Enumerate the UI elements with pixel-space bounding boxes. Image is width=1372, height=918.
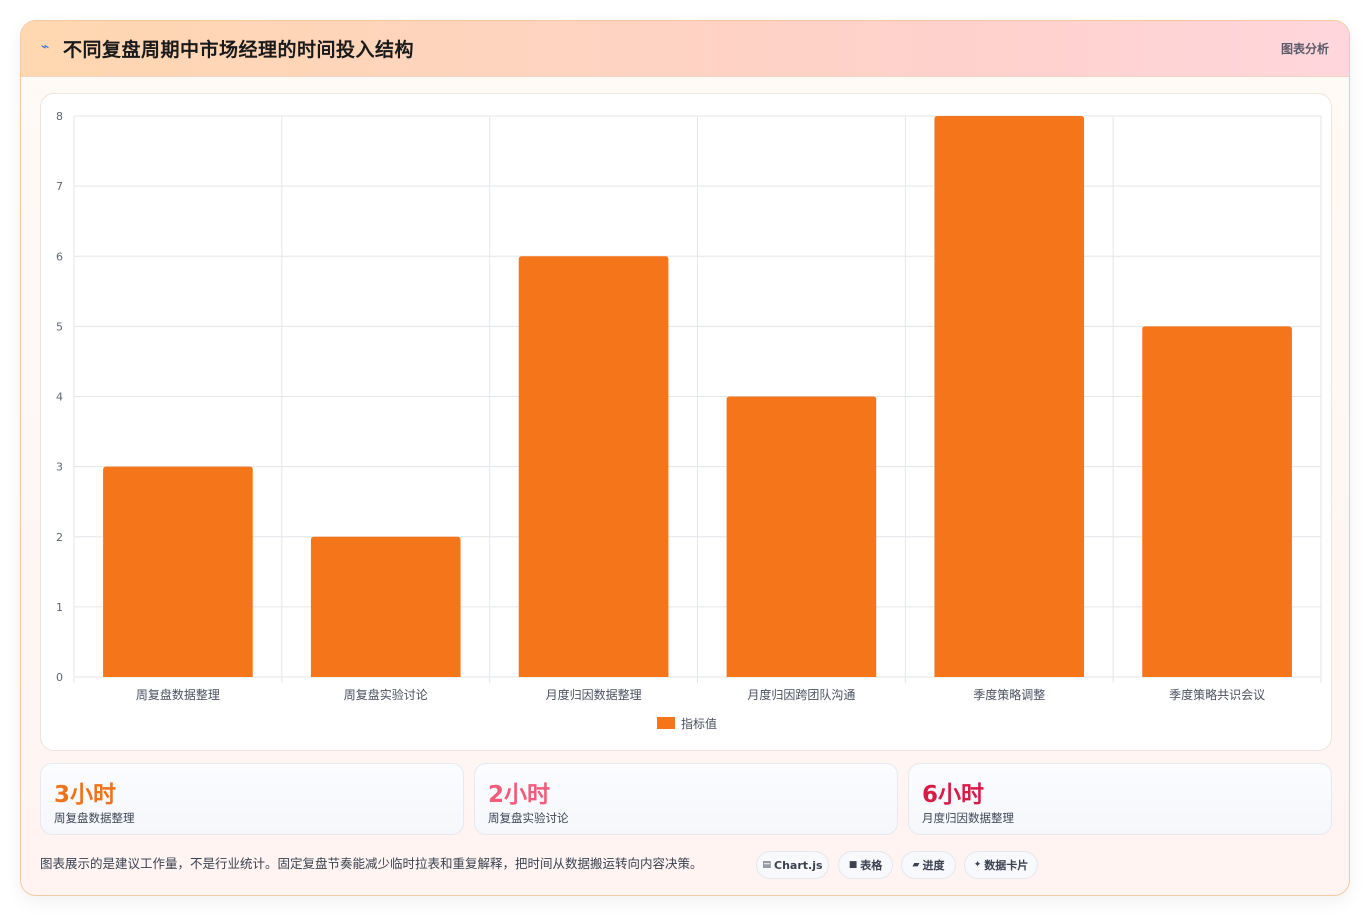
bar-chart: 0 1 2 3 4 5 6 7 8 周复盘数据整理 周复盘实验讨论 月度归因数据整理 月度归因跨团队沟通… xyxy=(56,110,1322,731)
stat-label: 周复盘数据整理 xyxy=(54,811,135,825)
card-icon: ✦ xyxy=(973,860,982,870)
y-tick-label: 0 xyxy=(56,671,63,684)
lightning-icon: ⌁ xyxy=(41,39,50,55)
pill-label: 表格 xyxy=(860,859,883,872)
chart-container: 0 1 2 3 4 5 6 7 8 周复盘数据整理 周复盘实验讨论 月度归因数据整理 月度归因跨团队沟通… xyxy=(40,93,1332,751)
y-tick-label: 5 xyxy=(56,320,63,333)
y-tick-label: 8 xyxy=(56,110,63,123)
card-header: ⌁ 不同复盘周期中市场经理的时间投入结构 图表分析 xyxy=(21,21,1349,77)
x-tick-label: 周复盘实验讨论 xyxy=(344,687,428,702)
chart-icon: ▤ xyxy=(762,860,771,870)
pill-progress[interactable]: ▰ 进度 xyxy=(901,851,956,879)
pill-label: Chart.js xyxy=(774,858,823,872)
stat-value: 2小时 xyxy=(488,782,551,808)
x-tick-label: 月度归因数据整理 xyxy=(546,687,642,702)
table-icon: ■ xyxy=(848,860,858,870)
x-tick-label: 季度策略共识会议 xyxy=(1169,687,1265,702)
pill-label: 进度 xyxy=(922,859,945,872)
x-tick-label: 季度策略调整 xyxy=(973,687,1045,702)
stat-label: 周复盘实验讨论 xyxy=(488,811,569,825)
chart-analysis-tag: 图表分析 xyxy=(1280,42,1329,56)
x-tick-label: 月度归因跨团队沟通 xyxy=(747,687,855,702)
legend-label: 指标值 xyxy=(681,716,717,731)
footnote: 图表展示的是建议工作量，不是行业统计。固定复盘节奏能减少临时拉表和重复解释，把时… xyxy=(40,856,703,871)
stat-value: 6小时 xyxy=(922,782,985,808)
pill-label: 数据卡片 xyxy=(984,859,1029,872)
pill-table[interactable]: ■ 表格 xyxy=(838,851,893,879)
legend-swatch xyxy=(657,717,675,729)
bar xyxy=(518,256,669,677)
bar xyxy=(934,116,1085,677)
pill-data-card[interactable]: ✦ 数据卡片 xyxy=(964,851,1038,879)
y-tick-label: 4 xyxy=(56,391,63,404)
y-tick-label: 2 xyxy=(56,531,63,544)
stat-card-3: 6小时 月度归因数据整理 xyxy=(908,763,1332,835)
y-tick-label: 7 xyxy=(56,180,63,193)
stat-label: 月度归因数据整理 xyxy=(922,811,1014,825)
progress-icon: ▰ xyxy=(912,860,920,870)
stat-value: 3小时 xyxy=(54,782,117,808)
y-tick-label: 3 xyxy=(56,461,63,474)
page-title: 不同复盘周期中市场经理的时间投入结构 xyxy=(63,39,415,61)
stat-card-2: 2小时 周复盘实验讨论 xyxy=(474,763,898,835)
x-tick-label: 周复盘数据整理 xyxy=(136,687,220,702)
pill-chartjs[interactable]: ▤ Chart.js xyxy=(756,851,829,879)
stat-card-1: 3小时 周复盘数据整理 xyxy=(40,763,464,835)
bar xyxy=(103,466,253,677)
y-tick-label: 6 xyxy=(56,250,63,263)
chart-card: ⌁ 不同复盘周期中市场经理的时间投入结构 图表分析 0 1 2 3 4 5 6 7 8 周复盘数据… xyxy=(20,20,1350,896)
bar xyxy=(1142,326,1292,677)
bar xyxy=(310,536,461,677)
bar xyxy=(726,396,877,677)
y-tick-label: 1 xyxy=(56,601,63,614)
